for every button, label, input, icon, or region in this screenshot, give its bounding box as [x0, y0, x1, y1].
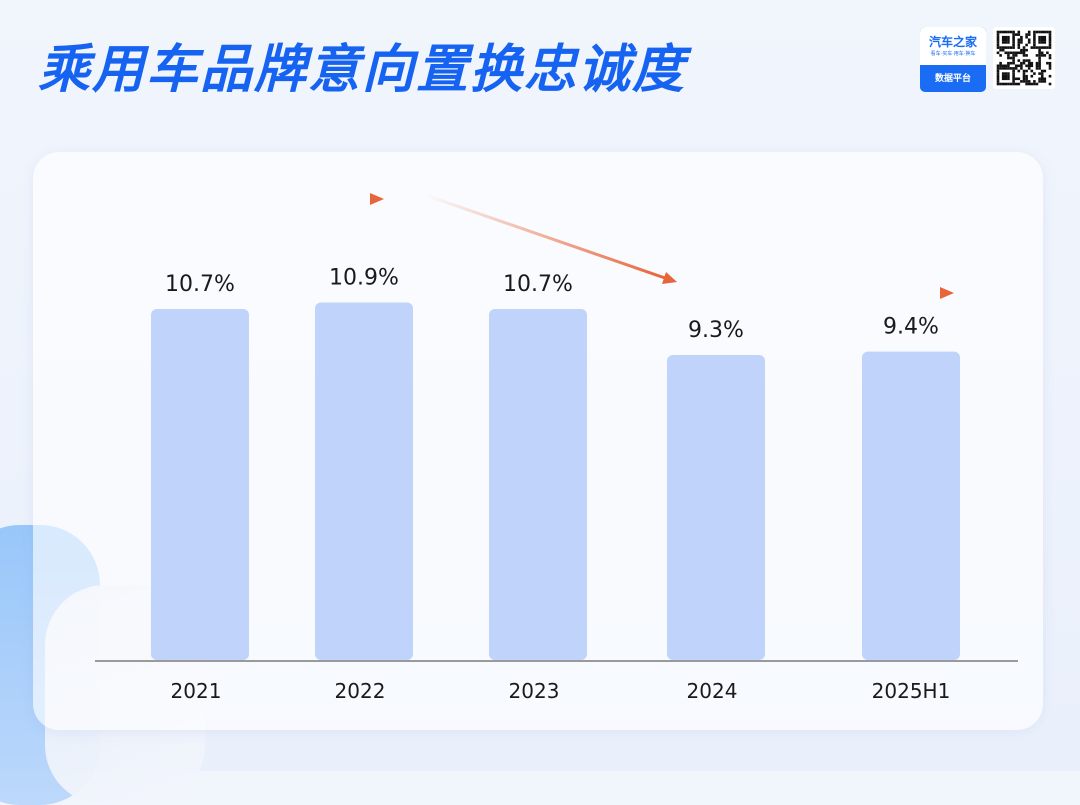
bars-group [151, 302, 960, 660]
bar-value-label: 10.7% [503, 272, 573, 297]
logo-tagline: 看车·买车·用车·换车 [930, 51, 976, 57]
bar-value-label: 10.7% [165, 272, 235, 297]
bar-chart: 10.7% 10.9% 10.7% 9.3% 9.4% 2021 2022 2023 2024… [95, 193, 1018, 703]
page-title: 乘用车品牌意向置换忠诚度 [38, 40, 687, 100]
logo-platform-name: 数据平台 [934, 74, 971, 84]
trend-arrow-flat [715, 287, 954, 299]
trend-arrow-flat [110, 193, 384, 205]
x-tick-label: 2025H1 [872, 679, 951, 703]
trend-arrow-down [424, 193, 677, 284]
bar [151, 309, 249, 660]
bar [489, 309, 587, 660]
bar-value-label: 9.4% [883, 315, 939, 340]
autohome-logo: 汽车之家 看车·买车·用车·换车 数据平台 [920, 27, 986, 92]
value-labels-group: 10.7% 10.9% 10.7% 9.3% 9.4% [165, 265, 939, 342]
x-tick-label: 2021 [171, 679, 222, 703]
x-tick-label: 2023 [509, 679, 560, 703]
x-tick-label: 2022 [335, 679, 386, 703]
x-tick-labels-group: 2021 2022 2023 2024 2025H1 [171, 679, 951, 703]
logo-header [920, 27, 986, 65]
bar-value-label: 9.3% [688, 318, 744, 343]
bar [667, 354, 765, 660]
bar-value-label: 10.9% [329, 265, 399, 290]
bar [862, 351, 960, 660]
qr-code-icon [993, 27, 1055, 89]
logo-brand-name: 汽车之家 [928, 35, 977, 49]
x-tick-label: 2024 [687, 679, 738, 703]
bar [315, 302, 413, 660]
